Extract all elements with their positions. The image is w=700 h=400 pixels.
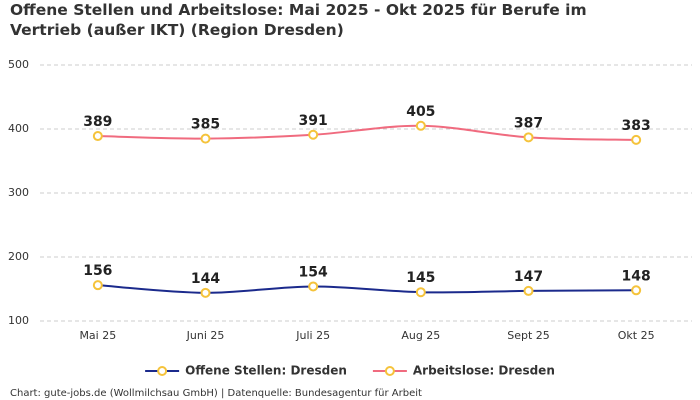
value-label: 391	[299, 113, 328, 129]
y-tick-label: 500	[8, 58, 29, 71]
point	[308, 281, 319, 292]
value-label: 383	[622, 118, 651, 134]
point	[308, 129, 319, 140]
value-label: 389	[83, 114, 112, 130]
chart-title: Offene Stellen und Arbeitslose: Mai 2025…	[10, 1, 587, 39]
value-label: 148	[622, 268, 651, 284]
value-label: 147	[514, 269, 543, 285]
point	[415, 287, 426, 298]
point	[92, 131, 103, 142]
point	[92, 280, 103, 291]
x-tick-label: Mai 25	[79, 329, 116, 342]
point	[523, 132, 534, 143]
series-line	[97, 284, 637, 294]
x-tick-label: Juli 25	[295, 329, 330, 342]
legend-label: Offene Stellen: Dresden	[185, 364, 347, 378]
x-tick-label: Aug 25	[401, 329, 440, 342]
value-label: 387	[514, 115, 543, 131]
x-tick-label: Okt 25	[618, 329, 655, 342]
y-tick-label: 200	[8, 250, 29, 263]
y-tick-label: 400	[8, 122, 29, 135]
series-line	[97, 124, 637, 141]
legend-marker	[157, 366, 168, 376]
value-label: 405	[406, 104, 435, 120]
source: Chart: gute-jobs.de (Wollmilchsau GmbH) …	[10, 388, 422, 399]
x-tick-label: Sept 25	[507, 329, 550, 342]
y-tick-label: 300	[8, 186, 29, 199]
point	[523, 285, 534, 296]
value-label: 145	[406, 270, 435, 286]
x-tick-label: Juni 25	[186, 329, 225, 342]
legend-marker	[384, 366, 395, 376]
point	[631, 285, 642, 296]
value-label: 154	[299, 264, 328, 280]
legend: Offene Stellen: Dresden Arbeitslose: Dres…	[145, 364, 555, 378]
value-label: 144	[191, 271, 220, 287]
value-label: 156	[83, 263, 112, 279]
point	[415, 120, 426, 131]
point	[200, 287, 211, 298]
y-tick-label: 100	[8, 314, 29, 327]
point	[631, 134, 642, 145]
value-label: 385	[191, 117, 220, 133]
point	[200, 133, 211, 144]
legend-label: Arbeitslose: Dresden	[413, 364, 555, 378]
